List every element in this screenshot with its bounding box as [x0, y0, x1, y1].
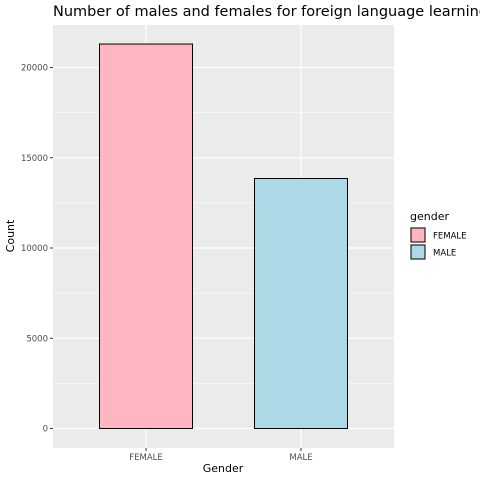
bar-male	[254, 178, 348, 429]
bars	[99, 43, 348, 429]
legend-label: MALE	[433, 249, 456, 259]
y-tick-label: 0	[43, 425, 48, 435]
x-tick-label: FEMALE	[129, 453, 163, 463]
y-tick-label: 20000	[21, 64, 48, 74]
legend-swatch-female	[410, 227, 426, 243]
chart-title: Number of males and females for foreign …	[53, 4, 480, 20]
y-tick-label: 15000	[21, 154, 48, 164]
y-tick-label: 5000	[26, 334, 48, 344]
legend-label: FEMALE	[433, 232, 467, 242]
legend-title: gender	[410, 210, 449, 223]
x-axis-ticks: FEMALE MALE	[129, 448, 313, 463]
x-tick-label: MALE	[289, 453, 312, 463]
y-axis-label: Count	[4, 219, 17, 252]
legend: gender FEMALE MALE	[410, 210, 467, 260]
y-axis-ticks: 0 5000 10000 15000 20000	[21, 64, 53, 435]
x-axis-label: Gender	[203, 462, 244, 475]
legend-swatch-male	[410, 244, 426, 260]
bar-female	[99, 43, 193, 429]
y-tick-label: 10000	[21, 244, 48, 254]
